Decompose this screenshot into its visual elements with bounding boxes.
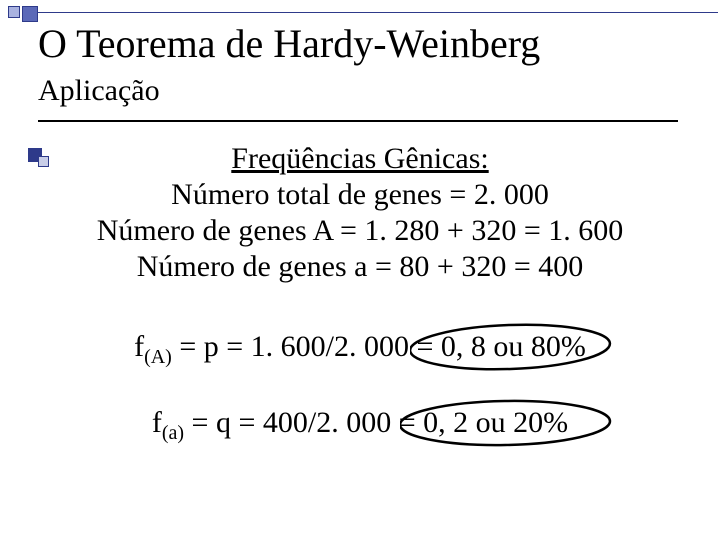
eq1-sub: (A): [144, 346, 172, 368]
deco-square-small: [8, 6, 20, 18]
slide-title: O Teorema de Hardy-Weinberg: [38, 20, 540, 67]
eq1-symbol: f: [134, 330, 144, 363]
line-genes-lower-a: Número de genes a = 80 + 320 = 400: [0, 250, 720, 284]
line-genes-upper-a: Número de genes A = 1. 280 + 320 = 1. 60…: [0, 214, 720, 248]
eq2-sub: (a): [162, 422, 184, 444]
eq2-symbol: f: [152, 406, 162, 439]
eq2-rest: = q = 400/2. 000 = 0, 2 ou 20%: [184, 406, 568, 439]
equation-fa: f(a) = q = 400/2. 000 = 0, 2 ou 20%: [0, 406, 720, 445]
deco-square-large: [22, 6, 38, 22]
equation-fA: f(A) = p = 1. 600/2. 000 = 0, 8 ou 80%: [0, 330, 720, 369]
deco-top-line: [38, 12, 718, 14]
eq1-rest: = p = 1. 600/2. 000 = 0, 8 ou 80%: [172, 330, 586, 363]
slide-deco-top: [8, 6, 88, 18]
content-block: Freqüências Gênicas: Número total de gen…: [0, 140, 720, 286]
section-heading: Freqüências Gênicas:: [0, 142, 720, 176]
title-divider: [38, 120, 678, 122]
line-total-genes: Número total de genes = 2. 000: [0, 178, 720, 212]
slide-subtitle: Aplicação: [38, 74, 160, 108]
